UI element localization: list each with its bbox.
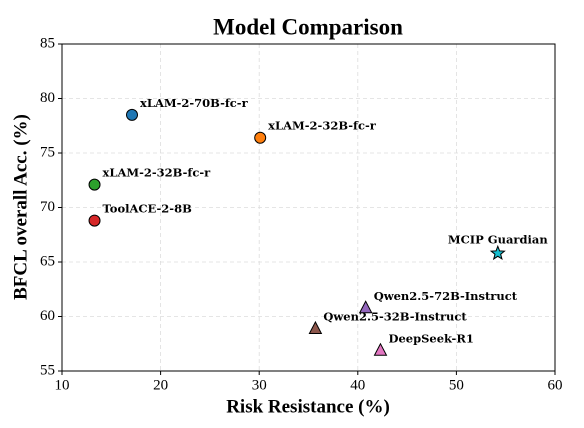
point bbox=[254, 131, 267, 144]
y-axis-label: BFCL overall Acc. (%) bbox=[10, 114, 31, 300]
y-tick-label: 65 bbox=[40, 253, 55, 269]
point bbox=[308, 320, 323, 334]
point bbox=[373, 342, 388, 356]
point-label: xLAM-2-70B-fc-r bbox=[140, 96, 249, 110]
x-tick-label: 30 bbox=[252, 377, 267, 393]
y-tick-label: 85 bbox=[40, 35, 55, 51]
x-tick-label: 60 bbox=[548, 377, 563, 393]
point-label: xLAM-2-32B-fc-r bbox=[268, 119, 377, 133]
x-tick-label: 10 bbox=[55, 377, 70, 393]
point bbox=[126, 108, 139, 121]
point-label: xLAM-2-32B-fc-r bbox=[103, 166, 212, 180]
x-tick-label: 20 bbox=[153, 377, 168, 393]
y-tick-label: 75 bbox=[40, 144, 55, 160]
point-label: Qwen2.5-72B-Instruct bbox=[374, 289, 518, 303]
point bbox=[358, 300, 373, 314]
y-tick-label: 70 bbox=[40, 199, 55, 215]
point bbox=[88, 178, 101, 191]
point-label: MCIP Guardian bbox=[448, 232, 548, 246]
x-tick-label: 40 bbox=[350, 377, 365, 393]
point-label: Qwen2.5-32B-Instruct bbox=[323, 309, 467, 323]
y-tick-label: 60 bbox=[40, 308, 55, 324]
plot-frame bbox=[61, 43, 556, 372]
y-tick-label: 55 bbox=[40, 362, 55, 378]
x-tick-label: 50 bbox=[449, 377, 464, 393]
y-tick-label: 80 bbox=[40, 90, 55, 106]
point-label: DeepSeek-R1 bbox=[388, 331, 473, 345]
chart-title: Model Comparison bbox=[213, 14, 403, 39]
point-label: ToolACE-2-8B bbox=[103, 202, 193, 216]
x-axis-label: Risk Resistance (%) bbox=[226, 396, 390, 417]
point bbox=[489, 244, 506, 261]
point bbox=[88, 214, 101, 227]
